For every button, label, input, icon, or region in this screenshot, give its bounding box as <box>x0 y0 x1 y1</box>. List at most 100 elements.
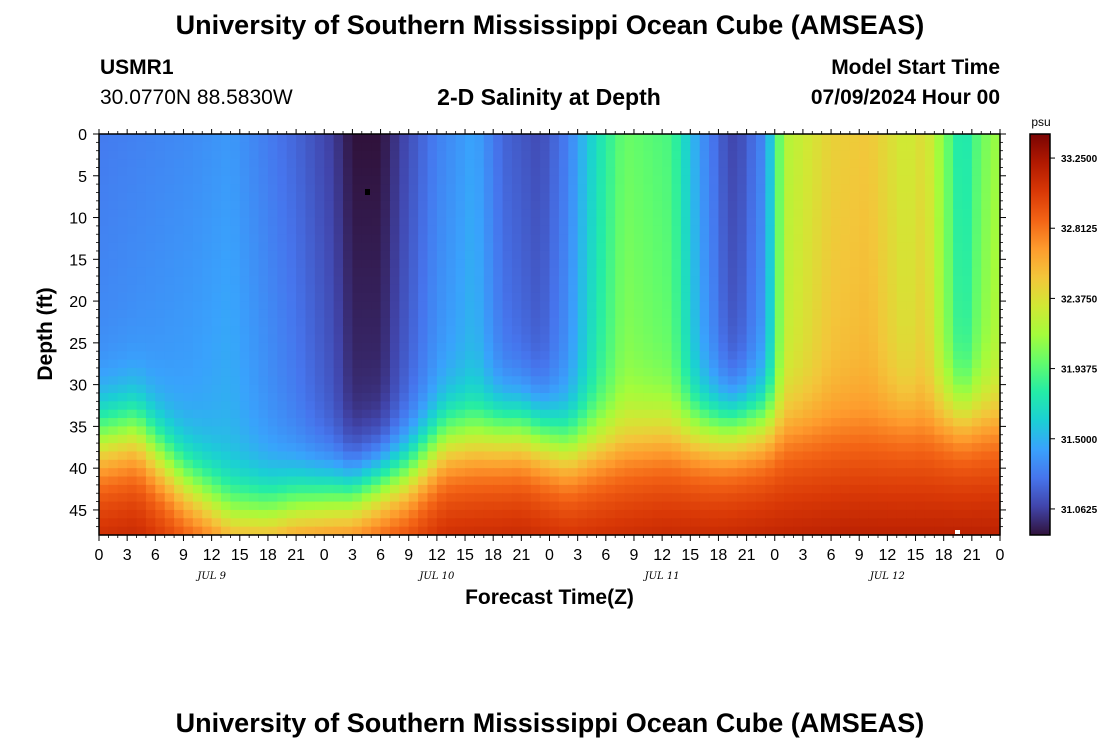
heatmap-cell <box>662 250 673 260</box>
heatmap-cell <box>540 426 551 436</box>
heatmap-cell <box>615 167 626 177</box>
heatmap-cell <box>784 159 795 169</box>
heatmap-cell <box>99 301 109 311</box>
heatmap-cell <box>221 451 231 461</box>
heatmap-cell <box>117 134 128 143</box>
heatmap-cell <box>399 367 410 377</box>
heatmap-cell <box>493 476 504 486</box>
heatmap-cell <box>652 292 663 302</box>
heatmap-cell <box>868 317 879 327</box>
heatmap-cell <box>521 384 532 394</box>
heatmap-cell <box>117 250 128 260</box>
heatmap-cell <box>971 434 982 444</box>
heatmap-cell <box>859 175 870 185</box>
heatmap-cell <box>615 250 626 260</box>
heatmap-cell <box>249 292 260 302</box>
heatmap-cell <box>906 326 917 336</box>
heatmap-cell <box>587 518 598 528</box>
heatmap-cell <box>117 192 128 202</box>
heatmap-cell <box>230 518 241 528</box>
heatmap-cell <box>249 217 260 227</box>
heatmap-cell <box>831 134 842 143</box>
heatmap-cell <box>343 276 354 285</box>
heatmap-cell <box>934 167 945 177</box>
heatmap-cell <box>605 484 616 494</box>
heatmap-cell <box>568 493 579 503</box>
heatmap-cell <box>352 418 363 427</box>
heatmap-cell <box>155 484 166 494</box>
heatmap-cell <box>746 518 757 528</box>
heatmap-cell <box>343 468 354 478</box>
heatmap-cell <box>465 342 476 352</box>
heatmap-cell <box>493 242 504 252</box>
heatmap-cell <box>784 401 795 411</box>
heatmap-cell <box>727 142 738 152</box>
heatmap-cell <box>399 342 410 352</box>
heatmap-cell <box>164 451 175 461</box>
heatmap-cell <box>887 443 898 453</box>
heatmap-cell <box>821 225 832 235</box>
heatmap-cell <box>493 501 504 511</box>
heatmap-cell <box>962 376 973 386</box>
heatmap-cell <box>662 376 673 386</box>
heatmap-cell <box>652 334 663 344</box>
heatmap-cell <box>812 309 823 319</box>
heatmap-cell <box>521 359 532 369</box>
heatmap-cell <box>418 326 429 336</box>
heatmap-cell <box>174 167 185 177</box>
heatmap-cell <box>587 284 598 294</box>
heatmap-cell <box>164 167 175 177</box>
heatmap-cell <box>314 167 325 177</box>
heatmap-cell <box>643 401 654 411</box>
heatmap-cell <box>953 459 964 469</box>
heatmap-cell <box>465 409 476 419</box>
heatmap-cell <box>859 451 870 461</box>
heatmap-cell <box>483 250 494 260</box>
heatmap-cell <box>540 384 551 394</box>
heatmap-cell <box>652 476 663 486</box>
heatmap-cell <box>821 301 832 311</box>
heatmap-cell <box>455 342 466 352</box>
heatmap-cell <box>164 301 175 311</box>
heatmap-cell <box>192 476 203 486</box>
heatmap-cell <box>192 468 203 478</box>
heatmap-cell <box>849 484 860 494</box>
heatmap-cell <box>633 259 644 269</box>
heatmap-cell <box>605 459 616 469</box>
heatmap-cell <box>840 384 851 394</box>
heatmap-cell <box>99 209 109 219</box>
heatmap-cell <box>192 209 203 219</box>
heatmap-cell <box>127 167 138 177</box>
heatmap-cell <box>145 259 156 269</box>
heatmap-cell <box>465 301 476 311</box>
heatmap-cell <box>821 184 832 194</box>
heatmap-cell <box>718 142 729 152</box>
heatmap-cell <box>371 351 382 361</box>
heatmap-cell <box>906 200 917 210</box>
heatmap-cell <box>446 484 457 494</box>
heatmap-cell <box>408 309 419 319</box>
heatmap-cell <box>868 376 879 386</box>
heatmap-cell <box>671 493 682 503</box>
heatmap-cell <box>906 309 917 319</box>
heatmap-cell <box>399 225 410 235</box>
heatmap-cell <box>493 367 504 377</box>
heatmap-cell <box>389 292 400 302</box>
heatmap-cell <box>953 418 964 427</box>
heatmap-cell <box>296 192 307 202</box>
heatmap-cell <box>624 250 635 260</box>
heatmap-cell <box>164 284 175 294</box>
heatmap-cell <box>990 518 1001 528</box>
heatmap-cell <box>211 326 222 336</box>
x-tick-label: 9 <box>855 547 864 564</box>
heatmap-cell <box>174 309 185 319</box>
heatmap-cell <box>324 509 335 519</box>
heatmap-cell <box>718 267 729 277</box>
heatmap-cell <box>924 142 935 152</box>
heatmap-cell <box>99 384 109 394</box>
heatmap-cell <box>408 518 419 528</box>
heatmap-cell <box>136 284 147 294</box>
heatmap-cell <box>502 409 513 419</box>
heatmap-cell <box>793 209 804 219</box>
heatmap-cell <box>314 184 325 194</box>
